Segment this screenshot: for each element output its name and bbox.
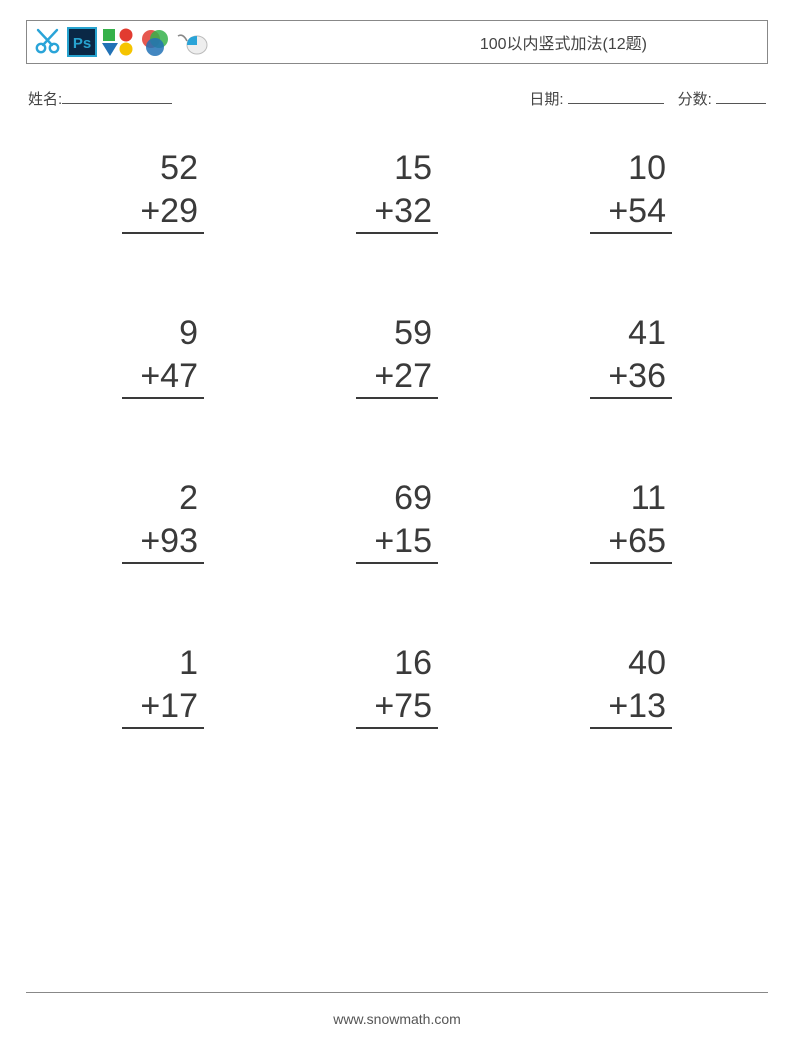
problem: 1+17 bbox=[56, 642, 270, 729]
addend-top: 11 bbox=[590, 477, 672, 520]
addend-bottom: +17 bbox=[122, 685, 204, 730]
addend-bottom: +54 bbox=[590, 190, 672, 235]
addend-bottom: +13 bbox=[590, 685, 672, 730]
footer-url: www.snowmath.com bbox=[0, 1011, 794, 1027]
addend-bottom: +15 bbox=[356, 520, 438, 565]
addend-top: 2 bbox=[122, 477, 204, 520]
addend-bottom: +36 bbox=[590, 355, 672, 400]
addend-bottom: +75 bbox=[356, 685, 438, 730]
problem: 59+27 bbox=[290, 312, 504, 399]
header-box: Ps bbox=[26, 20, 768, 64]
score-blank bbox=[716, 90, 766, 104]
addend-bottom: +93 bbox=[122, 520, 204, 565]
addend-bottom: +29 bbox=[122, 190, 204, 235]
problem: 69+15 bbox=[290, 477, 504, 564]
addend-top: 40 bbox=[590, 642, 672, 685]
footer-divider bbox=[26, 992, 768, 993]
problem: 15+32 bbox=[290, 147, 504, 234]
name-label: 姓名: bbox=[28, 88, 62, 109]
addend-top: 15 bbox=[356, 147, 438, 190]
date-label: 日期: bbox=[529, 91, 563, 108]
date-blank bbox=[568, 90, 664, 104]
score-label: 分数: bbox=[678, 91, 712, 108]
problem: 9+47 bbox=[56, 312, 270, 399]
problem: 40+13 bbox=[524, 642, 738, 729]
scissors-icon bbox=[33, 27, 63, 57]
problem: 16+75 bbox=[290, 642, 504, 729]
svg-text:Ps: Ps bbox=[73, 35, 91, 52]
addend-top: 16 bbox=[356, 642, 438, 685]
name-blank bbox=[62, 90, 172, 104]
addend-top: 41 bbox=[590, 312, 672, 355]
mouse-icon bbox=[175, 27, 209, 57]
problem: 10+54 bbox=[524, 147, 738, 234]
problem: 11+65 bbox=[524, 477, 738, 564]
header-icons: Ps bbox=[33, 27, 209, 57]
worksheet-title: 100以内竖式加法(12题) bbox=[480, 30, 757, 54]
addend-bottom: +27 bbox=[356, 355, 438, 400]
date-field: 日期: bbox=[529, 88, 663, 109]
addend-top: 1 bbox=[122, 642, 204, 685]
problem: 52+29 bbox=[56, 147, 270, 234]
addend-top: 9 bbox=[122, 312, 204, 355]
problem: 2+93 bbox=[56, 477, 270, 564]
addend-bottom: +65 bbox=[590, 520, 672, 565]
name-field: 姓名: bbox=[28, 88, 172, 109]
addend-top: 52 bbox=[122, 147, 204, 190]
addend-top: 10 bbox=[590, 147, 672, 190]
addend-bottom: +47 bbox=[122, 355, 204, 400]
problem: 41+36 bbox=[524, 312, 738, 399]
info-row: 姓名: 日期: 分数: bbox=[26, 88, 768, 109]
venn-icon bbox=[139, 27, 171, 57]
score-field: 分数: bbox=[678, 88, 766, 109]
addend-top: 59 bbox=[356, 312, 438, 355]
addend-bottom: +32 bbox=[356, 190, 438, 235]
shapes-icon bbox=[101, 27, 135, 57]
addend-top: 69 bbox=[356, 477, 438, 520]
photoshop-icon: Ps bbox=[67, 27, 97, 57]
problems-grid: 52+2915+3210+549+4759+2741+362+9369+1511… bbox=[26, 147, 768, 729]
